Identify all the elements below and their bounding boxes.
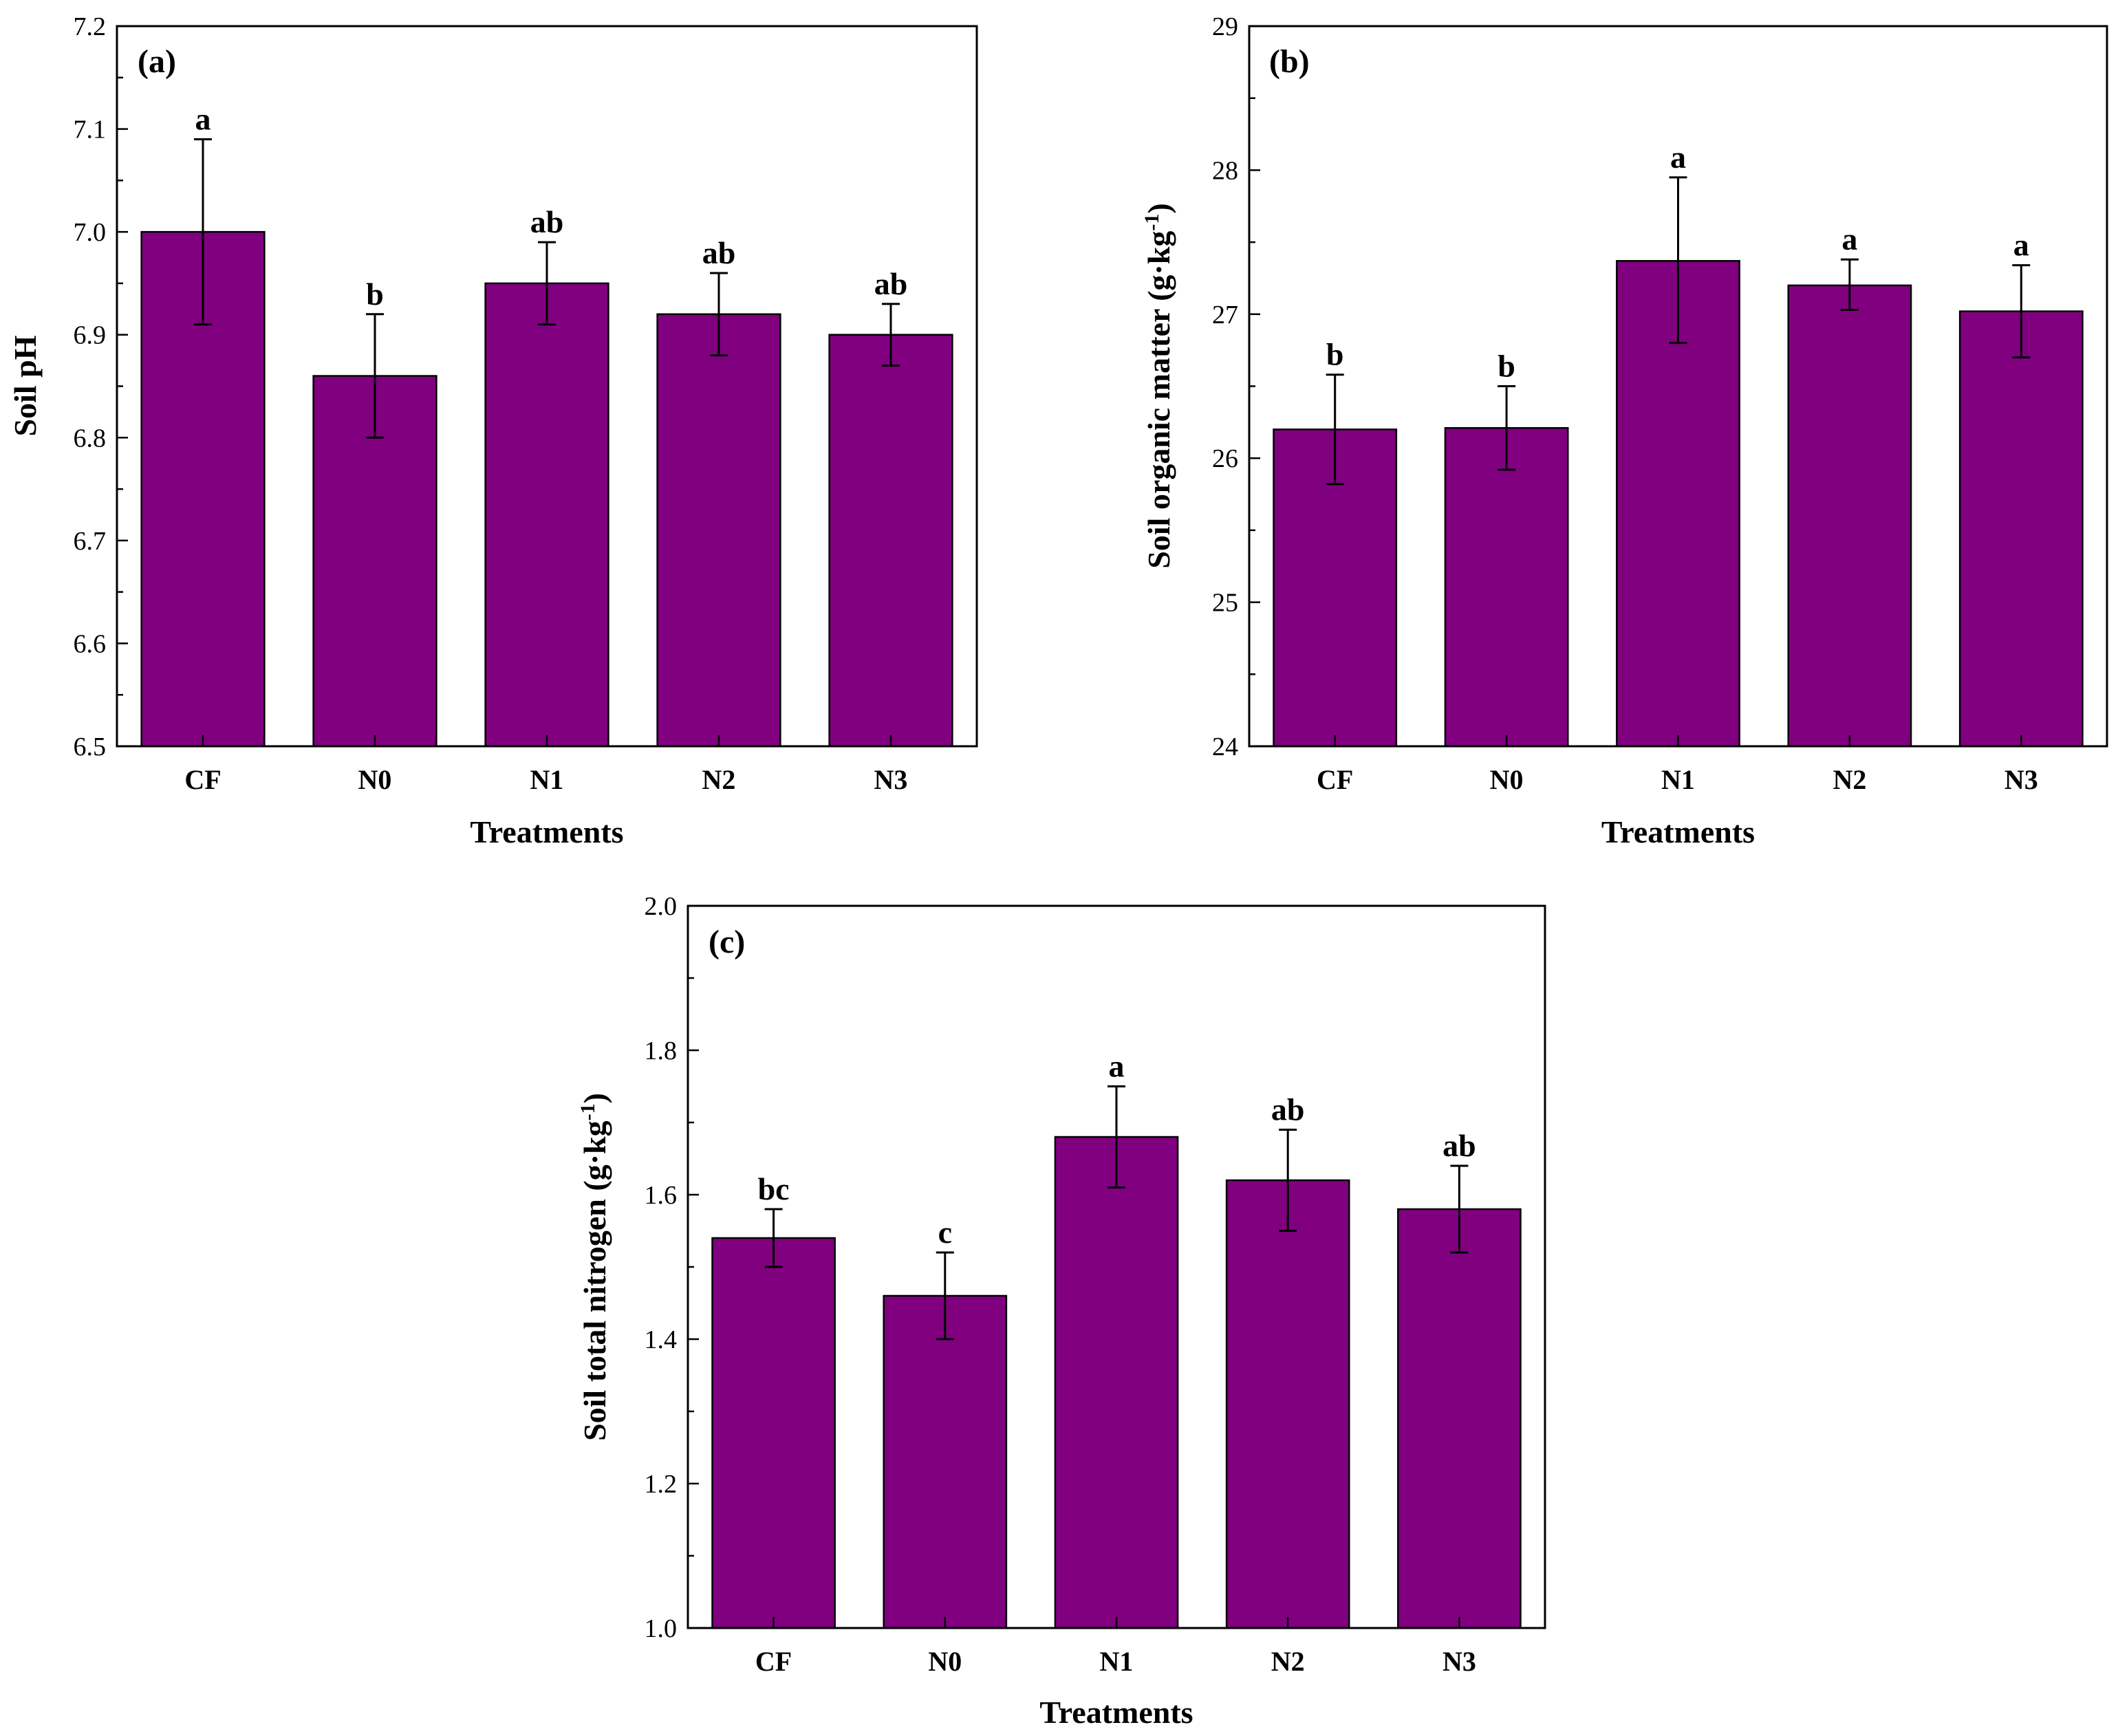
- bar-N1: [1054, 1136, 1179, 1629]
- y-tick-label: 7.0: [74, 218, 107, 247]
- y-axis-title-sup: -1: [1141, 214, 1163, 231]
- y-axis-title: Soil pH: [8, 335, 43, 436]
- x-tick-label-N2: N2: [1271, 1646, 1305, 1677]
- bar-N0: [1444, 426, 1569, 748]
- chart-panel-2: 24 25 26 27 28 29 b CF b N0 a N1 a N2 a N3 (b) Treatments…: [1141, 12, 2108, 849]
- y-tick-label: 1.6: [645, 1181, 678, 1210]
- x-tick-label-N0: N0: [928, 1646, 962, 1677]
- y-tick-label: 6.7: [74, 527, 107, 556]
- x-tick-label-N2: N2: [702, 764, 736, 795]
- y-tick-label: 26: [1212, 444, 1238, 473]
- x-tick-label-N2: N2: [1833, 764, 1866, 795]
- x-axis-title: Treatments: [1039, 1695, 1193, 1730]
- significance-label-N3: a: [2013, 228, 2029, 263]
- significance-label-N1: a: [1109, 1049, 1125, 1084]
- y-tick-label: 6.6: [74, 629, 107, 658]
- bar-N3: [828, 334, 953, 748]
- significance-label-CF: a: [195, 102, 211, 137]
- y-axis-title: Soil total nitrogen (g·kg-1): [576, 1093, 613, 1441]
- plot-frame: [116, 25, 978, 748]
- y-tick-label: 25: [1212, 589, 1238, 618]
- y-axis-title-main: Soil organic matter (g·kg: [1141, 231, 1176, 569]
- plot-frame: [1248, 25, 2108, 748]
- x-tick-label-CF: CF: [755, 1646, 792, 1677]
- y-tick-label: 29: [1212, 12, 1238, 41]
- plot-frame: [687, 904, 1546, 1629]
- x-tick-label-N1: N1: [1100, 1646, 1134, 1677]
- y-tick-label: 7.1: [74, 116, 107, 144]
- significance-label-N2: a: [1841, 221, 1857, 257]
- bar-N0: [883, 1294, 1008, 1629]
- y-tick-label: 27: [1212, 301, 1238, 329]
- y-axis-title-main: Soil pH: [8, 335, 43, 436]
- y-tick-label: 7.2: [74, 12, 107, 41]
- y-tick-label: 1.8: [645, 1037, 678, 1065]
- y-axis-title-end: ): [1141, 203, 1176, 213]
- x-axis-title: Treatments: [1601, 814, 1755, 849]
- significance-label-N2: ab: [702, 235, 736, 270]
- y-tick-label: 1.4: [645, 1325, 678, 1354]
- y-axis-title-end: ): [577, 1093, 612, 1103]
- significance-label-N1: a: [1670, 140, 1686, 175]
- x-axis-title: Treatments: [470, 814, 623, 849]
- x-tick-label-CF: CF: [184, 764, 221, 795]
- significance-label-N1: ab: [530, 204, 564, 239]
- y-tick-label: 6.9: [74, 321, 107, 350]
- panel-label: (b): [1269, 43, 1310, 80]
- y-tick-label: 6.5: [74, 733, 107, 761]
- bar-CF: [711, 1237, 836, 1629]
- x-tick-label-N1: N1: [530, 764, 564, 795]
- x-tick-label-N0: N0: [358, 764, 392, 795]
- panel-label: (a): [138, 43, 176, 80]
- significance-label-N2: ab: [1271, 1092, 1305, 1127]
- significance-label-N0: b: [366, 276, 384, 312]
- panel-label: (c): [709, 924, 745, 960]
- bar-N2: [1787, 284, 1912, 748]
- y-tick-label: 6.8: [74, 424, 107, 453]
- y-axis-title-main: Soil total nitrogen (g·kg: [577, 1120, 612, 1441]
- significance-label-N3: ab: [874, 266, 908, 301]
- x-tick-label-N3: N3: [874, 764, 908, 795]
- y-tick-label: 24: [1212, 733, 1238, 761]
- bar-N3: [1397, 1208, 1522, 1629]
- bar-N2: [1225, 1179, 1350, 1629]
- x-tick-label-N3: N3: [1442, 1646, 1476, 1677]
- y-axis-title: Soil organic matter (g·kg-1): [1141, 203, 1177, 568]
- chart-panel-3: 1.0 1.2 1.4 1.6 1.8 2.0 bc CF c N0 a N1 ab N2 ab N3 (c) T…: [576, 892, 1546, 1730]
- x-tick-label-CF: CF: [1317, 764, 1353, 795]
- bar-N3: [1958, 310, 2084, 748]
- y-axis-title-sup: -1: [576, 1103, 599, 1120]
- significance-label-N0: c: [938, 1215, 952, 1250]
- y-tick-label: 1.0: [645, 1614, 678, 1643]
- y-tick-label: 28: [1212, 156, 1238, 185]
- significance-label-N3: ab: [1442, 1128, 1476, 1163]
- x-tick-label-N0: N0: [1490, 764, 1524, 795]
- x-tick-label-N3: N3: [2004, 764, 2038, 795]
- significance-label-CF: b: [1326, 337, 1344, 372]
- bar-N1: [484, 282, 609, 748]
- y-tick-label: 2.0: [645, 892, 678, 921]
- significance-label-CF: bc: [758, 1171, 790, 1206]
- y-tick-label: 1.2: [645, 1470, 678, 1499]
- bar-N2: [656, 313, 781, 748]
- chart-panel-1: 6.5 6.6 6.7 6.8 6.9 7.0 7.1 7.2 a CF b N0 ab N1 ab N2 ab…: [8, 12, 978, 849]
- significance-label-N0: b: [1498, 349, 1515, 384]
- x-tick-label-N1: N1: [1661, 764, 1695, 795]
